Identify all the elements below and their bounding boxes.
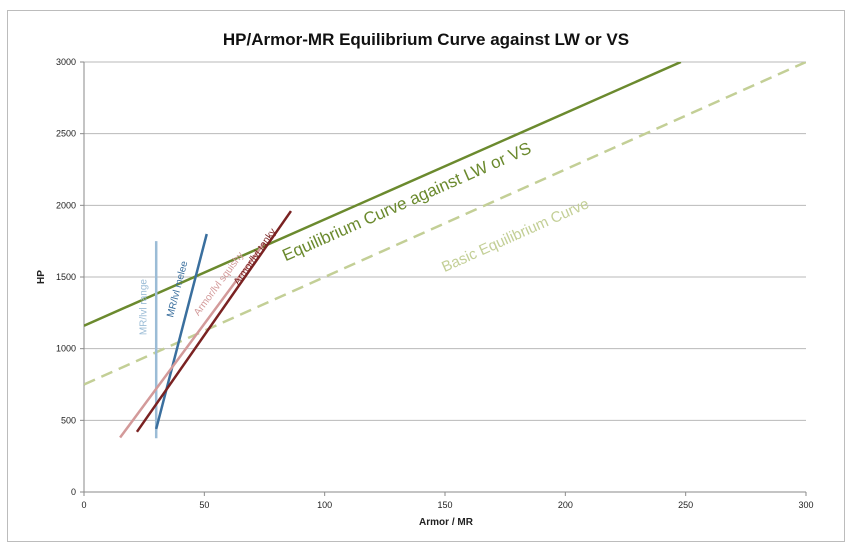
x-axis-title: Armor / MR <box>419 517 474 528</box>
series-line-4 <box>119 241 266 439</box>
series-line-0 <box>84 62 682 327</box>
series-line-5 <box>135 210 292 433</box>
y-tick-labels: 0 500 1000 1500 2000 2500 3000 <box>56 57 84 497</box>
series-label-1: Basic Equilibrium Curve <box>439 195 591 275</box>
x-tick-label-6: 300 <box>798 500 813 510</box>
y-tick-label-0: 0 <box>71 487 76 497</box>
x-tick-label-4: 200 <box>558 500 573 510</box>
series-lines <box>84 62 806 439</box>
x-tick-labels: 0 50 100 150 200 250 300 <box>81 492 814 510</box>
chart-title: HP/Armor-MR Equilibrium Curve against LW… <box>223 30 629 49</box>
y-tick-label-5: 2500 <box>56 129 76 139</box>
y-tick-label-3: 1500 <box>56 272 76 282</box>
x-tick-label-3: 150 <box>437 500 452 510</box>
chart-frame <box>7 10 845 542</box>
y-tick-label-2: 1000 <box>56 344 76 354</box>
series-label-2: MR/lvl range <box>139 279 150 336</box>
gridlines <box>84 61 806 421</box>
x-tick-label-0: 0 <box>81 500 86 510</box>
y-tick-label-1: 500 <box>61 415 76 425</box>
x-tick-label-5: 250 <box>678 500 693 510</box>
x-tick-label-2: 100 <box>317 500 332 510</box>
x-tick-label-1: 50 <box>199 500 209 510</box>
series-line-3 <box>154 233 208 430</box>
series-line-1 <box>84 62 806 386</box>
y-tick-label-4: 2000 <box>56 200 76 210</box>
y-tick-label-6: 3000 <box>56 57 76 67</box>
y-axis-title: HP <box>36 270 47 284</box>
